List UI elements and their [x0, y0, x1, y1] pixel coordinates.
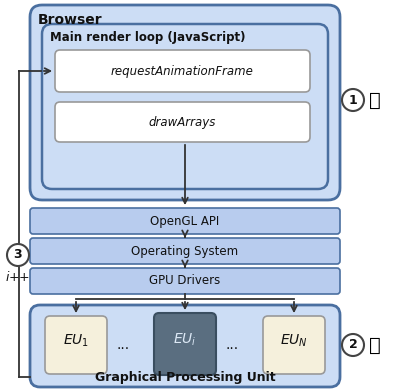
- Text: requestAnimationFrame: requestAnimationFrame: [111, 65, 253, 78]
- FancyBboxPatch shape: [30, 268, 339, 294]
- Text: GPU Drivers: GPU Drivers: [149, 274, 220, 287]
- Text: 🎨: 🎨: [368, 91, 380, 109]
- Text: 1: 1: [348, 94, 357, 107]
- Text: ...: ...: [225, 338, 238, 352]
- Text: Browser: Browser: [38, 13, 102, 27]
- FancyBboxPatch shape: [45, 316, 107, 374]
- Text: 2: 2: [348, 339, 357, 352]
- Text: Graphical Processing Unit: Graphical Processing Unit: [94, 370, 274, 383]
- FancyBboxPatch shape: [42, 24, 327, 189]
- FancyBboxPatch shape: [262, 316, 324, 374]
- Text: ⏱: ⏱: [368, 336, 380, 354]
- Text: $EU_N$: $EU_N$: [279, 333, 307, 349]
- Text: OpenGL API: OpenGL API: [150, 214, 219, 227]
- FancyBboxPatch shape: [55, 50, 309, 92]
- Text: 3: 3: [13, 249, 22, 261]
- Circle shape: [341, 89, 363, 111]
- FancyBboxPatch shape: [55, 102, 309, 142]
- Text: ...: ...: [116, 338, 129, 352]
- Circle shape: [7, 244, 29, 266]
- Text: $i$++: $i$++: [5, 270, 31, 284]
- Text: Operating System: Operating System: [131, 245, 238, 258]
- Text: Main render loop (JavaScript): Main render loop (JavaScript): [50, 31, 245, 44]
- FancyBboxPatch shape: [154, 313, 216, 375]
- Text: $EU_i$: $EU_i$: [173, 332, 196, 348]
- FancyBboxPatch shape: [30, 208, 339, 234]
- FancyBboxPatch shape: [30, 238, 339, 264]
- FancyBboxPatch shape: [30, 305, 339, 387]
- Text: $EU_1$: $EU_1$: [63, 333, 89, 349]
- Text: drawArrays: drawArrays: [148, 116, 216, 129]
- Circle shape: [341, 334, 363, 356]
- FancyBboxPatch shape: [30, 5, 339, 200]
